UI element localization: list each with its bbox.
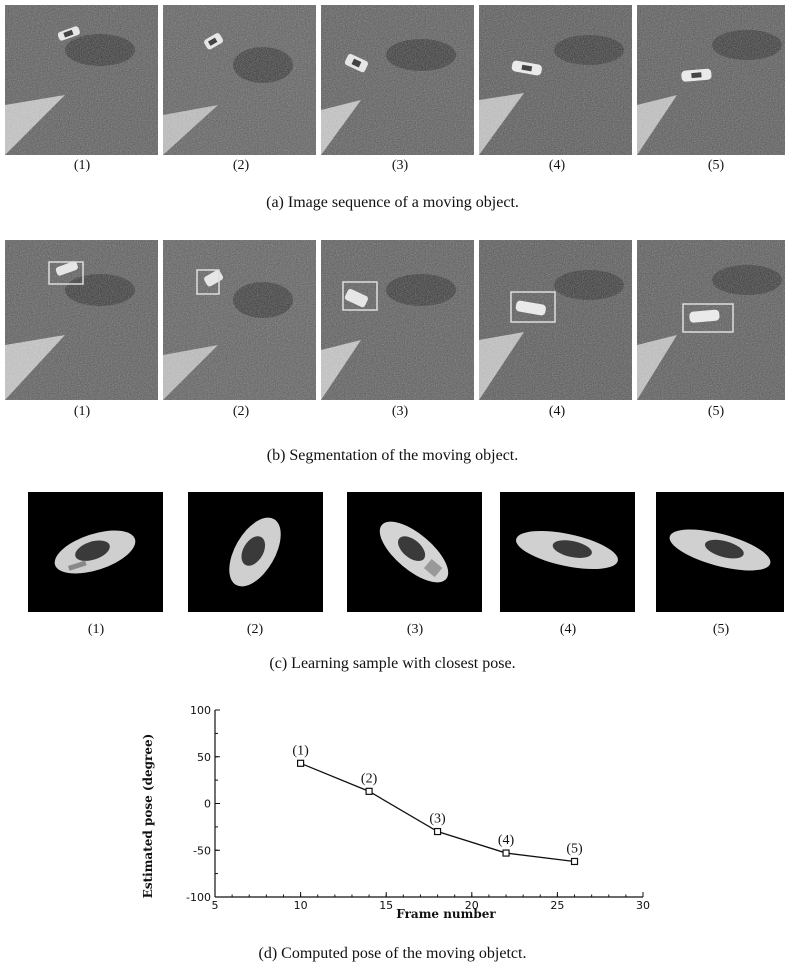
segmentation-frame-1 (5, 240, 158, 400)
y-tick-label: 50 (197, 751, 211, 764)
segmentation-frame-3 (321, 240, 474, 400)
segmentation-frame-5 (637, 240, 785, 400)
sequence-frame-2 (163, 5, 316, 155)
x-tick-label: 15 (379, 899, 393, 912)
frame-label: (4) (548, 404, 566, 419)
caption-b: (b) Segmentation of the moving object. (266, 447, 519, 464)
frame-label: (4) (548, 158, 566, 173)
y-tick-label: 0 (204, 798, 211, 811)
sample-frame-4 (500, 492, 635, 612)
y-axis-title: Estimated pose (degree) (141, 734, 155, 899)
point-label: (1) (292, 743, 309, 758)
y-tick-label: -100 (186, 891, 211, 904)
sequence-frame-5 (637, 5, 785, 155)
caption-c: (c) Learning sample with closest pose. (269, 655, 516, 672)
data-point (433, 827, 442, 836)
x-tick-label: 5 (212, 899, 219, 912)
segmentation-frame-2 (163, 240, 316, 400)
sample-frame-3 (347, 492, 482, 612)
segmentation-row (0, 240, 785, 400)
frame-label: (3) (391, 158, 409, 173)
y-tick-label: 100 (190, 704, 211, 717)
data-point (297, 759, 305, 767)
point-label: (4) (498, 833, 515, 848)
data-point (502, 849, 510, 857)
x-tick-label: 20 (465, 899, 479, 912)
sequence-frame-3 (321, 5, 474, 155)
sample-frame-5 (656, 492, 784, 612)
frame-label: (5) (707, 404, 725, 419)
x-tick-label: 30 (636, 899, 650, 912)
point-label: (2) (361, 771, 378, 786)
data-point (570, 857, 579, 866)
sample-frame-2 (188, 492, 323, 612)
frame-label: (4) (559, 622, 577, 637)
point-label: (3) (429, 812, 446, 827)
frame-label: (5) (707, 158, 725, 173)
point-label: (5) (566, 841, 583, 856)
caption-a: (a) Image sequence of a moving object. (266, 194, 519, 211)
x-tick-label: 25 (550, 899, 564, 912)
frame-label: (2) (232, 158, 250, 173)
frame-label: (1) (87, 622, 105, 637)
frame-label: (2) (232, 404, 250, 419)
frame-label: (3) (406, 622, 424, 637)
x-axis-title: Frame number (396, 907, 496, 921)
y-tick-label: -50 (193, 844, 211, 857)
sequence-frame-1 (5, 5, 158, 155)
x-tick-label: 10 (294, 899, 308, 912)
frame-label: (5) (712, 622, 730, 637)
frame-label: (1) (73, 404, 91, 419)
caption-d: (d) Computed pose of the moving objetct. (258, 945, 527, 962)
frame-label: (1) (73, 158, 91, 173)
segmentation-frame-4 (479, 240, 632, 400)
data-point (365, 787, 373, 795)
frame-label: (3) (391, 404, 409, 419)
sample-frame-1 (28, 492, 163, 612)
sequence-frame-4 (479, 5, 632, 155)
image-sequence-row (0, 0, 785, 160)
frame-label: (2) (246, 622, 264, 637)
